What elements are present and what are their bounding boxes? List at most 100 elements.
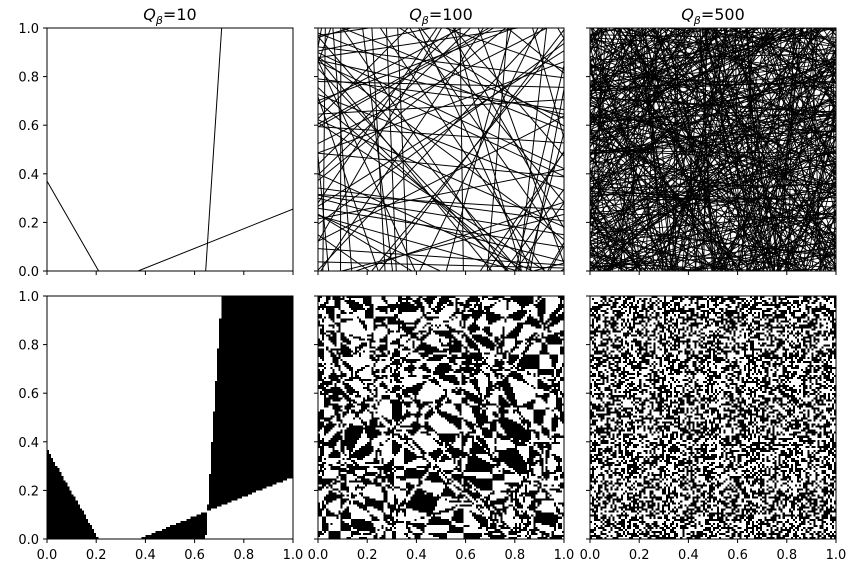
random-line (590, 72, 836, 139)
random-line (786, 137, 836, 271)
random-line (318, 28, 471, 176)
random-line (318, 36, 520, 271)
random-line (318, 59, 564, 115)
random-line (681, 28, 704, 271)
random-line (47, 180, 100, 271)
random-line (332, 28, 353, 271)
random-line (591, 82, 836, 271)
axes-frame (46, 295, 294, 540)
y-tick-label: 1.0 (18, 22, 39, 37)
x-tick-label: 1.0 (283, 548, 304, 563)
random-line (341, 28, 509, 271)
random-line (318, 28, 519, 59)
x-tick-label: 0.6 (455, 548, 476, 563)
random-line (590, 28, 604, 45)
random-line (318, 61, 564, 154)
random-line (813, 28, 836, 50)
random-line (590, 28, 761, 108)
random-line (318, 126, 564, 144)
random-line (590, 264, 605, 271)
random-line (318, 52, 564, 170)
random-line (318, 87, 510, 271)
subplot-title: Qβ=100 (409, 5, 473, 27)
random-line (725, 28, 799, 271)
random-line (702, 28, 836, 66)
random-line (772, 28, 802, 271)
title-variable: Q (409, 5, 422, 24)
random-line (318, 28, 438, 204)
x-tick-label: 0.8 (776, 548, 797, 563)
random-line (724, 28, 804, 271)
random-line (205, 28, 223, 271)
x-tick-label: 0.0 (580, 548, 601, 563)
random-line (318, 234, 370, 271)
plot-area (47, 28, 293, 271)
title-subscript: β (421, 14, 429, 27)
random-line (761, 28, 832, 271)
random-line (371, 28, 386, 271)
random-line (677, 28, 836, 122)
random-line (590, 192, 836, 208)
random-line (320, 28, 484, 271)
random-line (668, 28, 732, 271)
random-line (590, 28, 665, 97)
random-line (822, 240, 836, 271)
random-line (705, 28, 836, 176)
y-tick-label: 0.8 (18, 339, 39, 354)
random-line (810, 28, 836, 85)
x-tick-label: 0.4 (678, 548, 699, 563)
axes-frame (589, 295, 837, 540)
random-line (793, 28, 822, 271)
random-line (683, 28, 739, 271)
random-line (590, 114, 836, 140)
random-line (590, 28, 599, 44)
random-line (318, 152, 564, 178)
random-line (590, 215, 836, 250)
y-tick-label: 0.6 (18, 387, 39, 402)
random-line (700, 28, 718, 271)
random-line (590, 28, 695, 70)
random-line (828, 28, 836, 36)
axes-frame (46, 27, 294, 272)
random-line (750, 254, 836, 271)
random-line (318, 115, 564, 242)
random-line (712, 104, 836, 271)
x-tick-label: 0.8 (504, 548, 525, 563)
random-line (699, 28, 715, 271)
random-line (322, 28, 326, 271)
random-line (590, 28, 607, 228)
random-line (691, 28, 772, 271)
random-line (816, 234, 836, 271)
random-line (590, 136, 836, 155)
random-line (590, 100, 836, 250)
random-line (779, 181, 836, 271)
title-value: =500 (701, 5, 745, 24)
line-series (590, 28, 836, 271)
random-line (590, 28, 811, 189)
y-tick-label: 1.0 (18, 290, 39, 305)
x-tick-label: 0.6 (727, 548, 748, 563)
random-line (590, 28, 781, 203)
random-line (741, 28, 754, 271)
random-line (607, 194, 836, 271)
partition-black-regions (46, 296, 293, 539)
random-line (590, 263, 611, 271)
random-line (597, 42, 836, 271)
random-line (590, 28, 719, 180)
random-line (590, 128, 836, 242)
random-line (715, 28, 836, 158)
random-line (590, 132, 670, 271)
random-line (532, 28, 564, 139)
y-tick-label: 0.8 (18, 71, 39, 86)
title-value: =100 (429, 5, 473, 24)
x-tick-label: 0.2 (86, 548, 107, 563)
random-line (318, 194, 564, 211)
random-line (683, 28, 697, 271)
random-line (674, 28, 679, 271)
random-line (590, 197, 836, 201)
x-tick-label: 1.0 (826, 548, 847, 563)
random-line (318, 28, 544, 271)
random-line (318, 80, 564, 88)
random-line (590, 39, 836, 179)
